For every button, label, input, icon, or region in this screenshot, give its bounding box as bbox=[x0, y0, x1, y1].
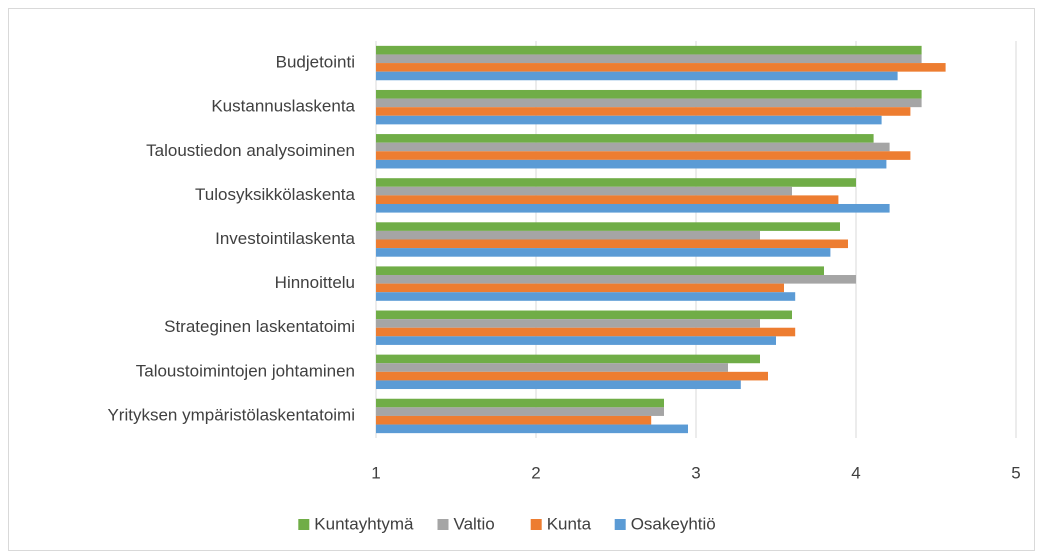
bar bbox=[376, 89, 922, 99]
bar bbox=[376, 178, 856, 187]
bar bbox=[376, 266, 824, 276]
legend-label: Kunta bbox=[547, 514, 592, 533]
bar bbox=[376, 54, 922, 64]
bar bbox=[376, 319, 760, 328]
legend-swatch bbox=[614, 519, 626, 530]
bar bbox=[376, 142, 890, 152]
legend-label: Kuntayhtymä bbox=[314, 514, 414, 533]
bar bbox=[376, 354, 760, 364]
y-tick-label: Strateginen laskentatoimi bbox=[164, 317, 355, 336]
legend-swatch bbox=[437, 519, 449, 530]
bar bbox=[376, 222, 840, 231]
bar bbox=[376, 398, 664, 408]
bar bbox=[376, 239, 848, 249]
bar bbox=[376, 363, 728, 372]
bar bbox=[376, 275, 856, 284]
bar bbox=[376, 63, 946, 72]
bar bbox=[376, 195, 839, 204]
bar bbox=[376, 336, 776, 345]
bar bbox=[376, 415, 652, 425]
bar bbox=[376, 98, 922, 108]
bar bbox=[376, 327, 796, 337]
bar bbox=[376, 424, 688, 434]
y-tick-label: Tulosyksikkölaskenta bbox=[195, 185, 356, 204]
x-tick-label: 2 bbox=[531, 463, 540, 482]
bar bbox=[376, 71, 898, 81]
bar bbox=[376, 159, 887, 169]
x-tick-label: 1 bbox=[371, 463, 380, 482]
legend-swatch bbox=[298, 519, 310, 530]
y-tick-label: Kustannuslaskenta bbox=[211, 97, 355, 116]
bar bbox=[376, 203, 890, 213]
bar bbox=[376, 186, 792, 196]
bar bbox=[376, 407, 664, 416]
bar bbox=[376, 310, 792, 320]
bar bbox=[376, 134, 874, 143]
legend-label: Osakeyhtiö bbox=[631, 514, 716, 533]
bar bbox=[376, 283, 784, 293]
bar bbox=[376, 230, 760, 240]
x-tick-label: 4 bbox=[851, 463, 860, 482]
y-tick-label: Hinnoittelu bbox=[275, 273, 355, 292]
bar bbox=[376, 45, 922, 55]
legend-swatch bbox=[530, 519, 542, 530]
y-tick-label: Taloustiedon analysoiminen bbox=[146, 141, 355, 160]
bar bbox=[376, 380, 741, 390]
x-tick-label: 5 bbox=[1011, 463, 1020, 482]
x-tick-label: 3 bbox=[691, 463, 700, 482]
bar bbox=[376, 292, 796, 301]
y-tick-label: Investointilaskenta bbox=[215, 229, 355, 248]
legend-label: Valtio bbox=[454, 514, 495, 533]
y-tick-label: Taloustoimintojen johtaminen bbox=[136, 361, 355, 380]
y-tick-label: Yrityksen ympäristölaskentatoimi bbox=[107, 405, 355, 424]
bar bbox=[376, 151, 911, 160]
y-tick-label: Budjetointi bbox=[276, 53, 355, 72]
bar bbox=[376, 107, 911, 116]
bar bbox=[376, 115, 882, 125]
bar bbox=[376, 248, 831, 257]
bar bbox=[376, 371, 768, 381]
